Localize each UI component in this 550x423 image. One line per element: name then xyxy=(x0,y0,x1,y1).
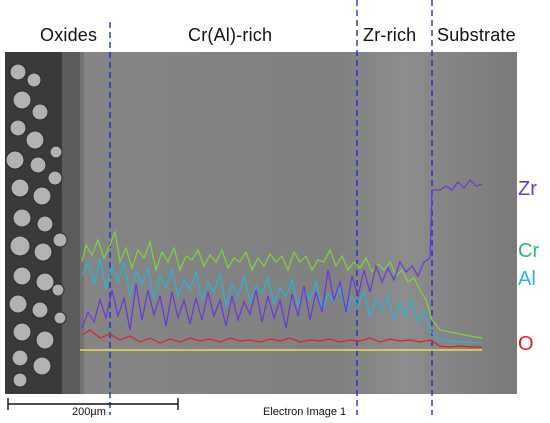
region-label-oxides: Oxides xyxy=(40,25,98,45)
region-boundaries xyxy=(109,0,433,415)
line-scan-o xyxy=(81,329,482,348)
region-label-substrate: Substrate xyxy=(437,25,516,45)
image-caption: Electron Image 1 xyxy=(263,406,347,418)
oxide-particles xyxy=(5,63,68,388)
line-scan-al xyxy=(81,257,483,344)
element-label-zr: Zr xyxy=(518,178,537,200)
line-scan-zr xyxy=(81,179,483,331)
element-label-cr: Cr xyxy=(518,240,540,262)
element-label-al: Al xyxy=(518,268,536,290)
line-scan-cr xyxy=(81,229,483,339)
scale-bar-label: 200µm xyxy=(72,406,106,418)
oxide-interface xyxy=(62,52,84,394)
scale-bar xyxy=(7,398,179,410)
element-label-o: O xyxy=(518,333,534,355)
region-label-cr-al-rich: Cr(Al)-rich xyxy=(188,25,273,45)
region-label-zr-rich: Zr-rich xyxy=(363,25,417,45)
